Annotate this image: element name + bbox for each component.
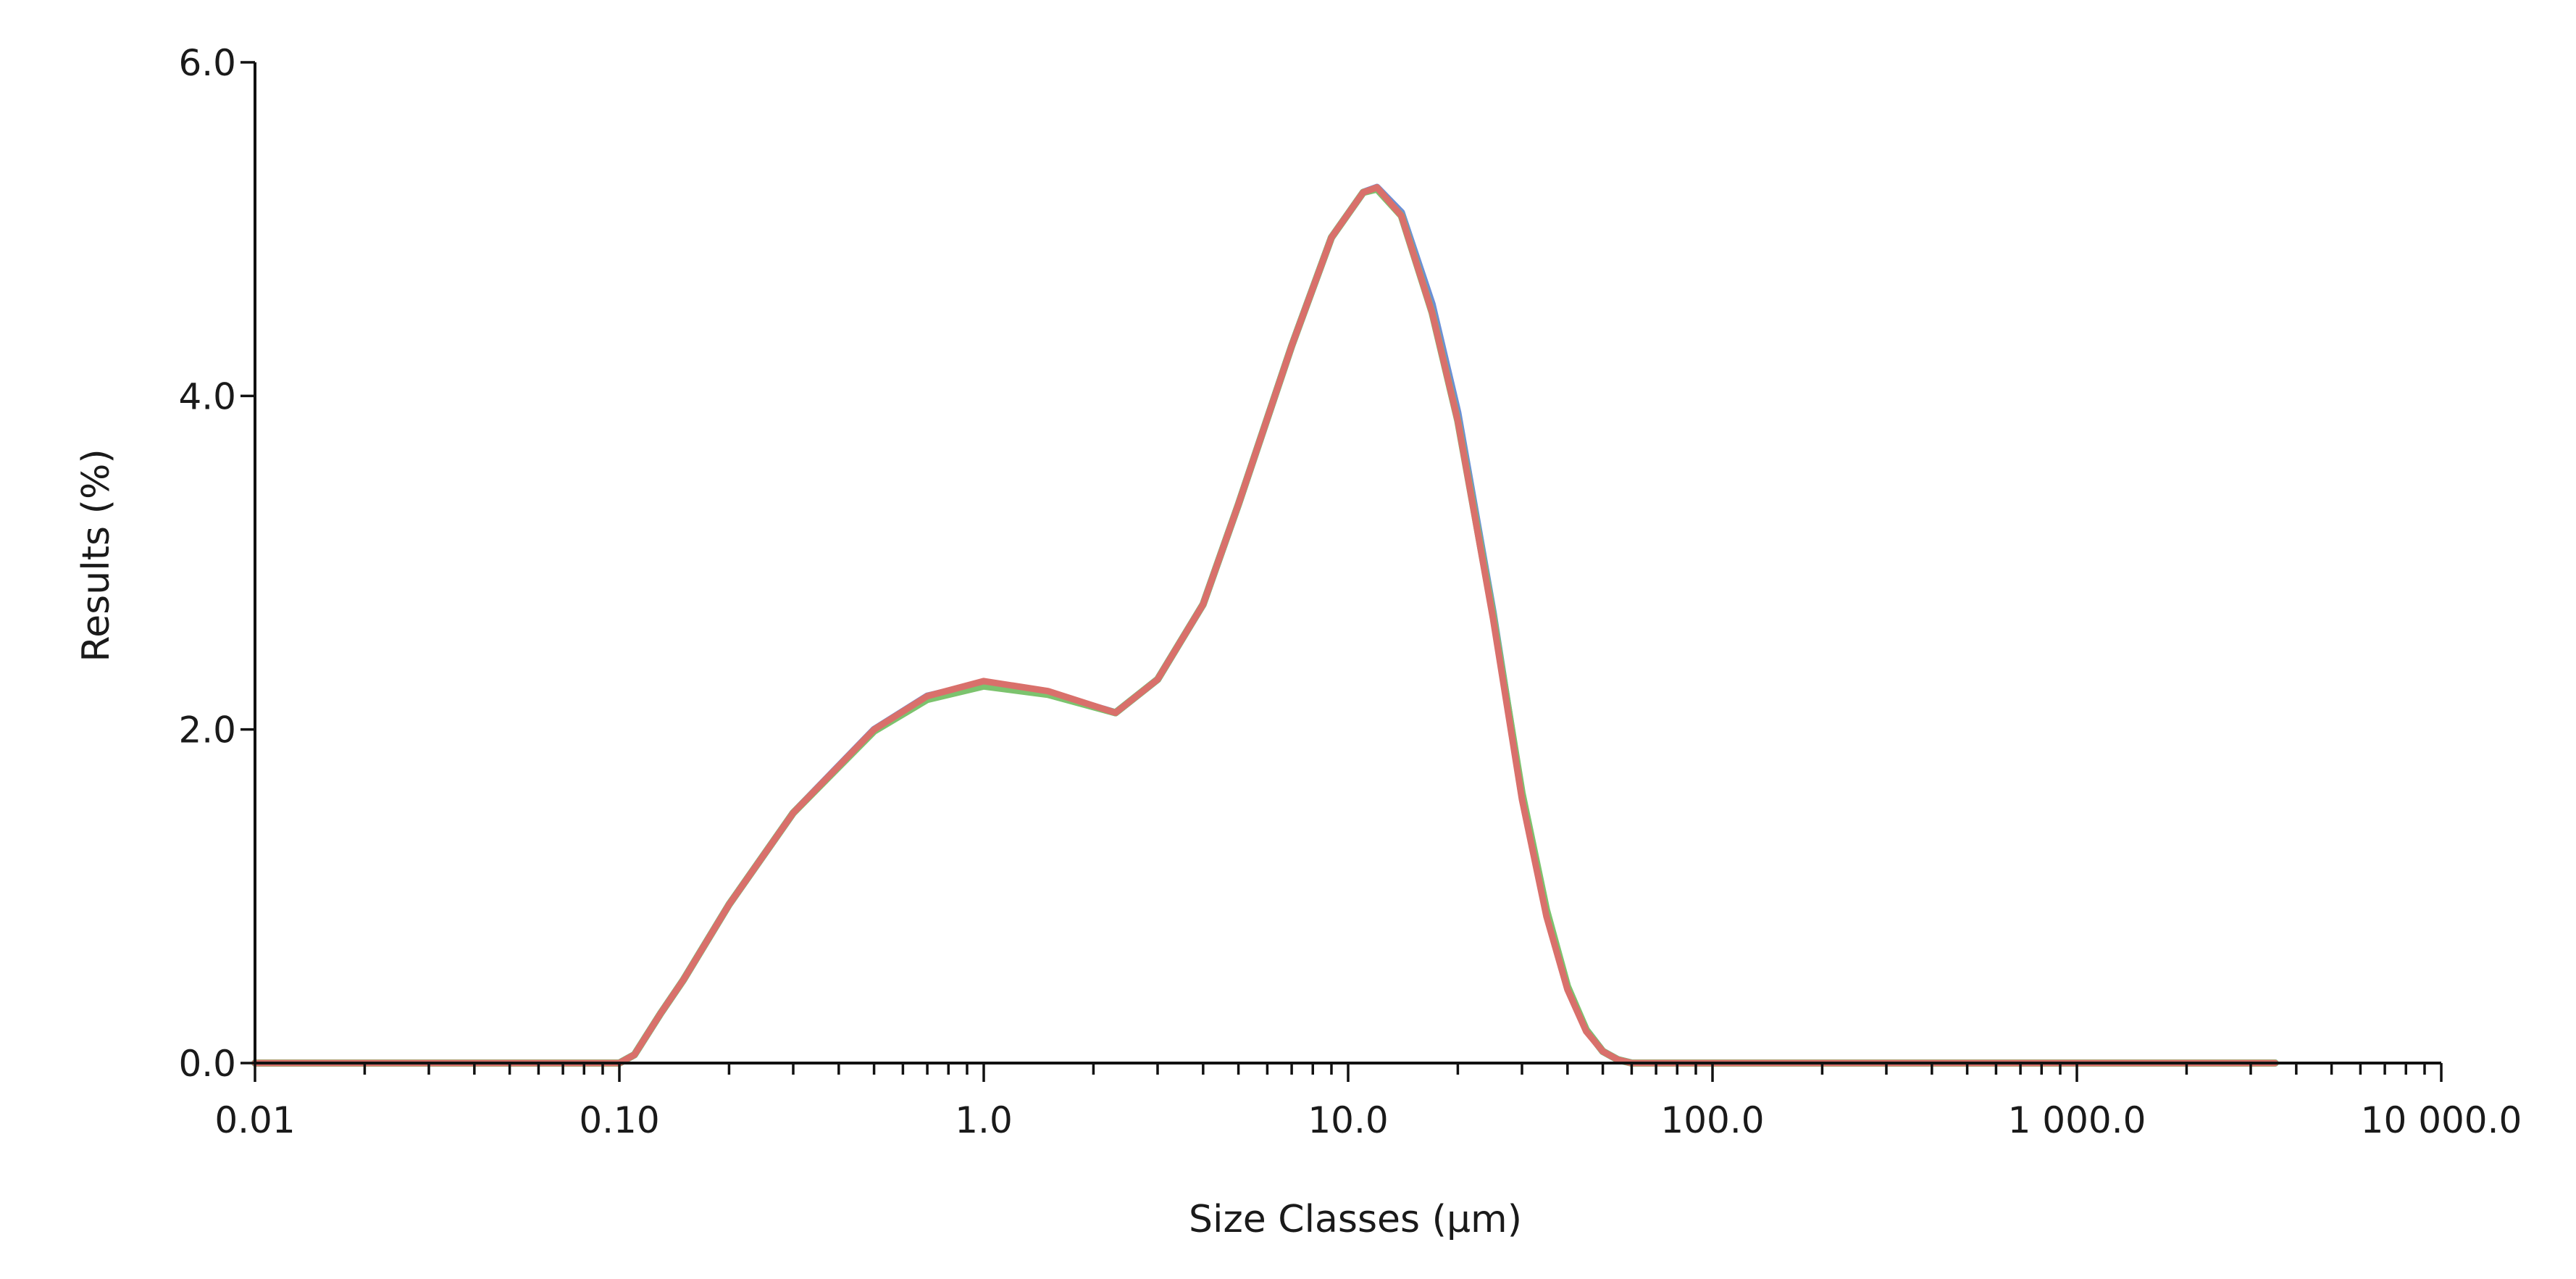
x-axis-title: Size Classes (μm) xyxy=(1189,1198,1522,1241)
x-tick-label: 0.10 xyxy=(579,1099,659,1141)
x-tick-label: 0.01 xyxy=(214,1099,295,1141)
x-tick-label: 100.0 xyxy=(1660,1099,1764,1141)
y-tick-label: 0.0 xyxy=(178,1043,236,1085)
series-line-1 xyxy=(251,183,2279,1067)
y-tick-label: 2.0 xyxy=(178,709,236,751)
x-tick-label: 10 000.0 xyxy=(2361,1099,2522,1141)
ticks-layer: 0.0 2.0 4.0 6.0 0.01 0.10 1.0 10.0 100.0 1 000.0 1… xyxy=(178,42,2522,1141)
x-tick-label: 1 000.0 xyxy=(2008,1099,2146,1141)
y-tick-label: 4.0 xyxy=(178,375,236,417)
y-tick-label: 6.0 xyxy=(178,42,236,84)
y-axis-title: Results (%) xyxy=(75,449,118,662)
x-tick-label: 1.0 xyxy=(955,1099,1013,1141)
x-tick-label: 10.0 xyxy=(1308,1099,1388,1141)
series-line-3 xyxy=(251,184,2279,1067)
series-layer xyxy=(251,183,2279,1067)
series-line-2 xyxy=(251,185,2279,1067)
